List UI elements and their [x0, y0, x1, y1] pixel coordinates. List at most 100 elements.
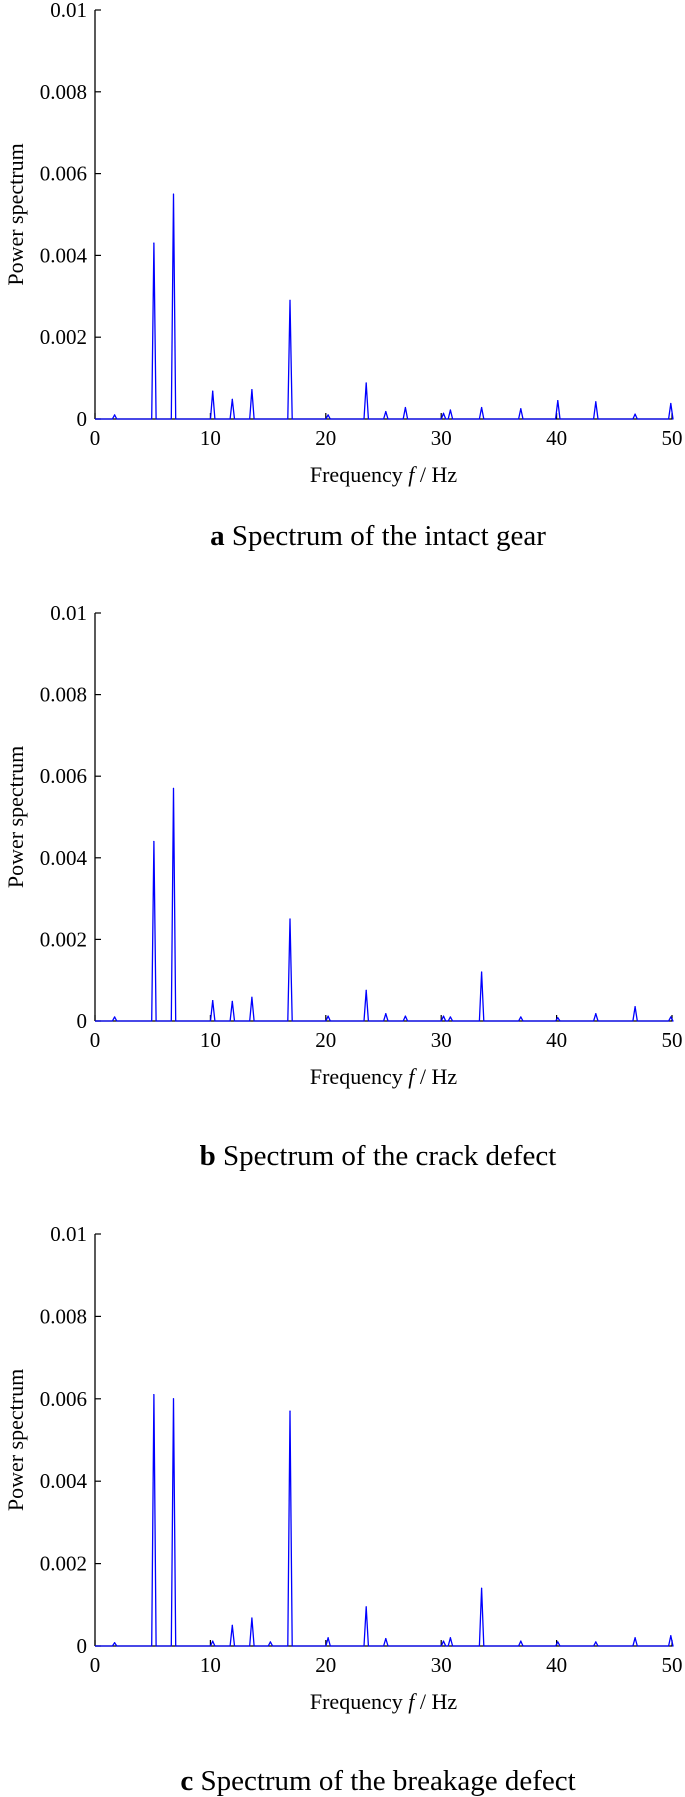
x-axis-label-suffix: / Hz [414, 1064, 457, 1089]
caption-spacer [216, 1140, 223, 1172]
x-tick-label: 50 [662, 1028, 683, 1052]
chart-panel-a: 0 0.002 0.004 0.006 0.008 0.01 0 10 20 30 40 50 Powe… [3, 0, 683, 552]
chart-caption: a Spectrum of the intact gear [210, 520, 546, 552]
x-tick-label: 50 [662, 1653, 683, 1677]
y-tick-label: 0 [77, 1009, 88, 1033]
y-tick-label: 0.006 [40, 162, 87, 186]
y-tick-label: 0.004 [40, 243, 88, 267]
spectrum-series-line [95, 1394, 674, 1647]
spectrum-peak-point [231, 398, 233, 400]
spectrum-peak-point [480, 971, 483, 973]
spectrum-peak-point [172, 1398, 175, 1400]
spectrum-peak-point [327, 1637, 329, 1639]
x-tick-label: 0 [90, 1028, 101, 1052]
spectrum-peak-point [670, 1635, 672, 1637]
x-tick-label: 20 [315, 1653, 336, 1677]
chart-panel-b: 0 0.002 0.004 0.006 0.008 0.01 0 10 20 30 40 50 Powe… [3, 601, 683, 1172]
x-tick-label: 40 [546, 1653, 567, 1677]
chart-panel-c: 0 0.002 0.004 0.006 0.008 0.01 0 10 20 30 40 50 Powe… [3, 1222, 683, 1797]
x-axis-label-prefix: Frequency [310, 1064, 408, 1089]
x-axis-label: Frequency f / Hz [310, 1689, 457, 1714]
spectrum-peak-point [153, 242, 155, 244]
caption-letter: c [180, 1765, 193, 1797]
spectrum-peak-point [231, 1000, 233, 1003]
x-tick-label: 50 [662, 426, 683, 450]
spectrum-peak-point [520, 1016, 522, 1018]
y-tick-label: 0.002 [40, 1552, 87, 1576]
spectrum-peak-point [153, 840, 155, 843]
spectrum-peak-point [634, 1637, 636, 1639]
spectrum-peak-point [365, 1606, 367, 1608]
x-tick-label: 40 [546, 426, 567, 450]
y-tick-label: 0.008 [40, 683, 87, 707]
x-tick-label: 20 [315, 426, 336, 450]
spectrum-peak-point [520, 408, 522, 410]
chart-caption: b Spectrum of the crack defect [200, 1140, 557, 1172]
y-tick-label: 0.01 [50, 1222, 87, 1246]
x-tick-label: 30 [431, 1028, 452, 1052]
x-axis-label: Frequency f / Hz [310, 1064, 457, 1089]
spectrum-peak-point [449, 409, 452, 411]
y-tick-label: 0.002 [40, 325, 87, 349]
y-tick-label: 0.01 [50, 0, 87, 22]
spectrum-peak-point [442, 412, 445, 414]
y-tick-label: 0 [77, 1634, 88, 1658]
caption-letter: a [210, 520, 225, 552]
caption-spacer [225, 520, 232, 552]
caption-text: Spectrum of the crack defect [223, 1140, 556, 1172]
spectrum-peak-point [595, 1641, 597, 1643]
spectrum-peak-point [365, 989, 367, 992]
spectrum-peak-point [385, 411, 387, 413]
spectrum-peak-point [212, 1640, 214, 1642]
spectrum-peak-point [442, 1015, 445, 1017]
spectrum-peak-point [251, 388, 253, 391]
spectrum-peak-point [595, 1013, 597, 1015]
chart-caption: c Spectrum of the breakage defect [180, 1765, 575, 1797]
y-tick-label: 0.004 [40, 846, 88, 870]
y-tick-label: 0.006 [40, 1387, 87, 1411]
x-tick-label: 30 [431, 426, 452, 450]
spectrum-peak-point [449, 1016, 452, 1018]
caption-text: Spectrum of the intact gear [232, 520, 546, 552]
spectrum-peak-point [289, 918, 291, 920]
spectrum-peak-point [289, 299, 291, 301]
spectrum-peak-point [172, 193, 175, 195]
caption-spacer [193, 1765, 200, 1797]
x-axis-label-variable: f [408, 1064, 417, 1089]
caption-letter: b [200, 1140, 216, 1172]
spectrum-peak-point [557, 1017, 559, 1019]
spectrum-peak-point [670, 402, 672, 405]
spectrum-peak-point [595, 401, 597, 403]
spectrum-peak-point [480, 1587, 483, 1589]
x-tick-label: 10 [200, 426, 221, 450]
spectrum-peak-point [251, 996, 253, 998]
spectrum-peak-point [385, 1013, 387, 1015]
y-axis-label: Power spectrum [3, 143, 28, 285]
spectrum-peak-point [172, 787, 175, 790]
spectrum-peak-point [557, 399, 559, 402]
spectrum-peak-point [634, 1006, 636, 1008]
spectrum-series-line [95, 193, 674, 420]
spectrum-peak-point [365, 382, 367, 384]
spectrum-peak-point [114, 1642, 116, 1644]
spectrum-peak-point [114, 414, 116, 416]
spectrum-peak-point [480, 406, 483, 409]
x-tick-label: 30 [431, 1653, 452, 1677]
spectrum-peak-point [231, 1624, 233, 1626]
y-tick-label: 0.01 [50, 601, 87, 625]
spectrum-peak-point [557, 1641, 559, 1643]
spectrum-peak-point [670, 1016, 672, 1018]
y-tick-label: 0.002 [40, 927, 87, 951]
x-axis-label-suffix: / Hz [414, 462, 457, 487]
spectrum-peak-point [634, 413, 636, 415]
x-tick-label: 10 [200, 1653, 221, 1677]
y-tick-label: 0.008 [40, 1304, 87, 1328]
caption-text: Spectrum of the breakage defect [200, 1765, 575, 1797]
spectrum-peak-point [153, 1394, 155, 1396]
spectrum-peak-point [327, 1015, 329, 1017]
spectrum-peak-point [212, 1000, 214, 1002]
x-tick-label: 0 [90, 426, 101, 450]
spectrum-peak-point [449, 1637, 452, 1639]
y-tick-label: 0.006 [40, 764, 87, 788]
